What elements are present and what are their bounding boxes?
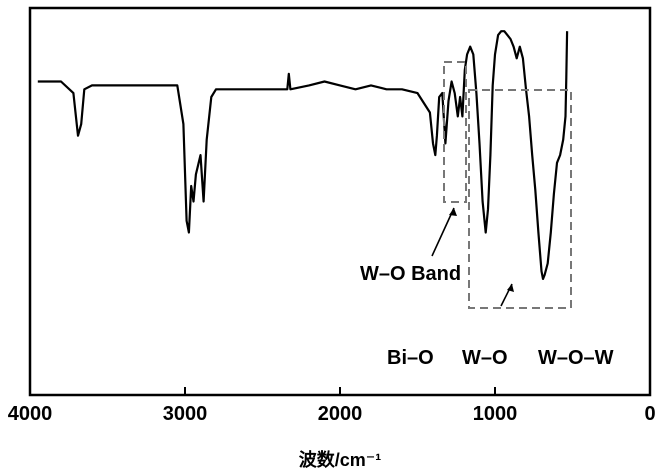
x-tick-label: 2000 — [318, 403, 363, 425]
bi-o-w-o-w-o-w-dashed-box — [468, 89, 572, 309]
w-o-band-pointer-arrowhead — [449, 208, 457, 216]
w-o-band-dashed-box — [443, 61, 467, 203]
x-tick-label: 4000 — [8, 403, 53, 425]
annotation-bi-o: Bi–O — [387, 347, 434, 369]
annotation-w-o-w: W–O–W — [538, 347, 614, 369]
spectrum-line — [37, 30, 569, 280]
x-tick-label: 1000 — [473, 403, 518, 425]
annotation-w-o: W–O — [462, 347, 508, 369]
x-axis-tick-labels: 4000 3000 2000 1000 0 — [8, 403, 656, 425]
x-tick-label: 3000 — [163, 403, 208, 425]
x-axis-label: 波数/cm⁻¹ — [299, 449, 382, 470]
x-tick-label: 0 — [644, 403, 655, 425]
bi-o-pointer-arrowhead — [507, 284, 514, 292]
annotation-w-o-band: W–O Band — [360, 263, 461, 285]
x-axis-ticks — [29, 387, 651, 395]
plot-area-frame — [28, 6, 652, 397]
w-o-band-pointer-arrow — [431, 207, 455, 257]
